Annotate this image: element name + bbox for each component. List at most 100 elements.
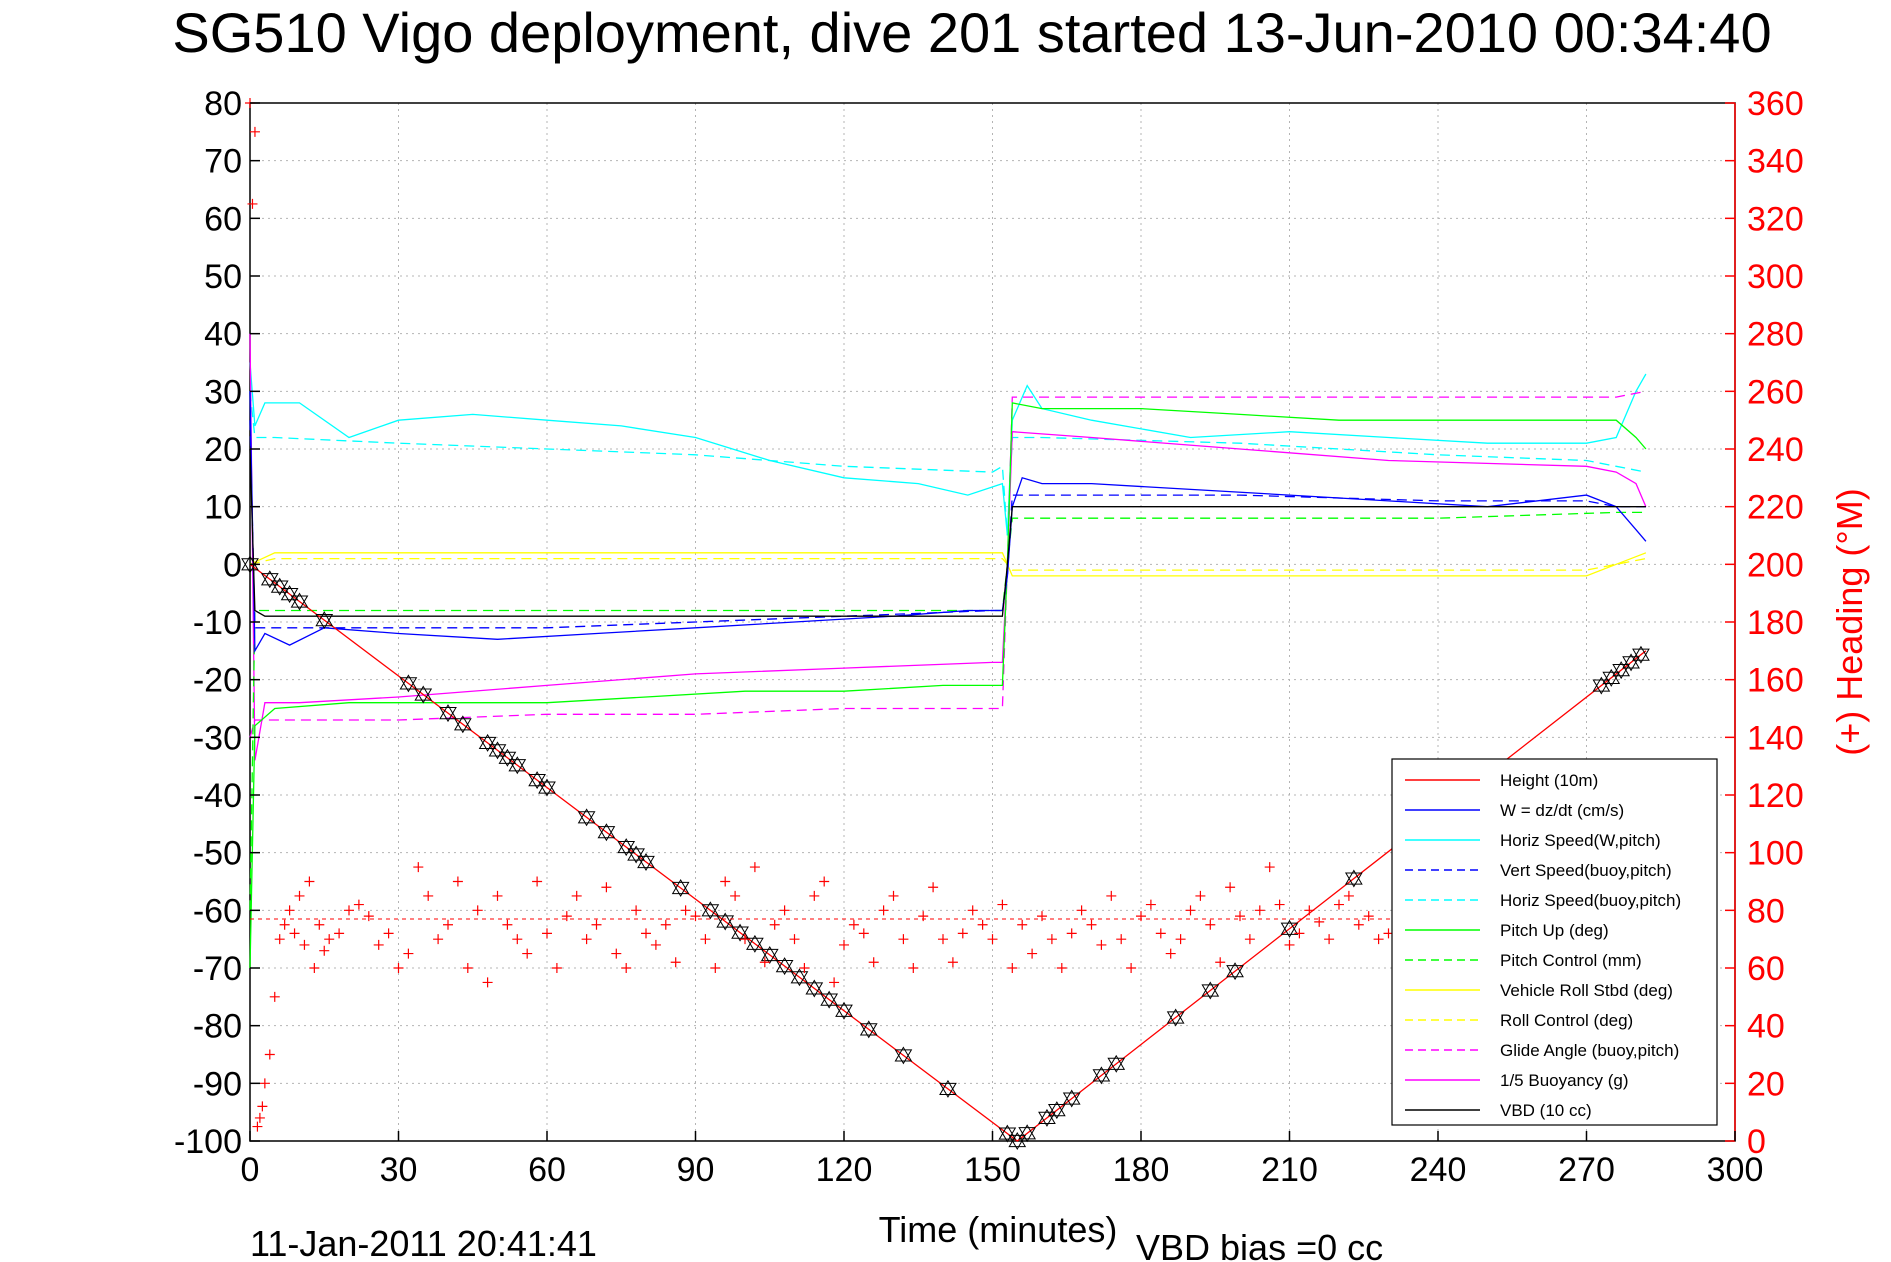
- triangle-marker-up: [1344, 869, 1363, 885]
- triangle-marker-down: [1092, 1069, 1111, 1085]
- triangle-marker-up: [1092, 1066, 1111, 1082]
- right-tick-label: 280: [1747, 316, 1804, 354]
- triangle-marker-up: [859, 1020, 878, 1036]
- triangle-marker-up: [508, 756, 527, 772]
- bottom-tick-label: 60: [528, 1151, 566, 1189]
- legend-label: Horiz Speed(buoy,pitch): [1500, 891, 1681, 910]
- triangle-marker-up: [701, 901, 720, 917]
- triangle-marker-down: [290, 595, 309, 611]
- bottom-tick-label: 210: [1261, 1151, 1318, 1189]
- bottom-tick-label: 0: [241, 1151, 260, 1189]
- triangle-marker-up: [270, 577, 289, 593]
- heading-point: [1007, 963, 1018, 973]
- heading-point: [1314, 916, 1325, 927]
- series-line-8: [249, 557, 1647, 571]
- triangle-marker-down: [1008, 1134, 1027, 1150]
- heading-point: [947, 957, 958, 968]
- heading-point: [621, 963, 632, 973]
- triangle-marker-down: [414, 688, 433, 704]
- left-tick-label: 50: [204, 258, 242, 296]
- legend-label: W = dz/dt (cm/s): [1500, 801, 1624, 820]
- triangle-marker-down: [894, 1049, 913, 1065]
- heading-point: [1076, 905, 1087, 916]
- triangle-marker-up: [637, 852, 655, 869]
- heading-point: [987, 934, 998, 945]
- triangle-marker-down: [1280, 922, 1299, 938]
- triangle-marker-down: [538, 781, 556, 797]
- heading-point: [1284, 939, 1295, 950]
- heading-point: [829, 977, 840, 988]
- triangle-marker-up: [1062, 1089, 1081, 1105]
- triangle-marker-down: [453, 718, 472, 734]
- triangle-marker-down: [820, 993, 839, 1009]
- right-tick-label: 20: [1747, 1065, 1785, 1103]
- triangle-marker-down: [1018, 1127, 1037, 1143]
- heading-point: [1126, 963, 1137, 973]
- heading-point: [680, 905, 691, 916]
- triangle-marker-up: [716, 912, 735, 928]
- heading-point: [650, 939, 661, 950]
- triangle-marker-down: [746, 937, 764, 953]
- triangle-marker-up: [290, 592, 309, 608]
- triangle-marker-down: [998, 1127, 1017, 1143]
- heading-point: [1264, 862, 1275, 873]
- heading-point: [249, 126, 260, 137]
- triangle-marker-up: [775, 957, 794, 973]
- heading-point: [393, 963, 404, 973]
- triangle-marker-down: [671, 881, 690, 897]
- chart-title: SG510 Vigo deployment, dive 201 started …: [172, 1, 1771, 64]
- heading-point: [1116, 934, 1127, 945]
- triangle-marker-up: [399, 674, 418, 690]
- triangle-marker-up: [597, 823, 616, 839]
- heading-point: [1274, 899, 1285, 910]
- heading-point: [601, 882, 612, 893]
- triangle-marker-down: [1602, 671, 1621, 687]
- left-tick-label: -70: [193, 950, 242, 988]
- heading-point: [848, 919, 859, 930]
- triangle-marker-up: [260, 570, 279, 586]
- heading-point: [1056, 963, 1067, 973]
- legend-items: Height (10m) W = dz/dt (cm/s) Horiz Speed(…: [1405, 771, 1681, 1120]
- right-tick-label: 260: [1747, 373, 1804, 411]
- heading-point: [443, 919, 453, 930]
- heading-point: [908, 963, 919, 973]
- heading-point: [1027, 948, 1038, 959]
- triangle-marker-down: [859, 1023, 878, 1039]
- heading-point: [247, 198, 258, 209]
- heading-point: [819, 876, 830, 887]
- heading-point: [472, 905, 483, 916]
- heading-point: [1235, 911, 1245, 922]
- heading-point: [522, 948, 533, 959]
- heading-point: [1017, 919, 1028, 930]
- triangle-marker-down: [1062, 1092, 1081, 1108]
- left-tick-label: 0: [223, 546, 242, 584]
- triangle-marker-up: [241, 555, 259, 571]
- heading-point: [254, 1112, 265, 1123]
- series-line-9: [249, 390, 1647, 738]
- triangle-marker-down: [498, 751, 517, 767]
- right-tick-label: 340: [1747, 143, 1804, 181]
- heading-point: [257, 1101, 268, 1112]
- triangle-marker-up: [805, 979, 824, 995]
- heading-point: [532, 876, 543, 887]
- bottom-tick-label: 120: [816, 1151, 873, 1189]
- heading-point: [512, 934, 523, 945]
- heading-point: [1254, 905, 1265, 916]
- right-tick-label: 200: [1747, 546, 1804, 584]
- heading-point: [799, 963, 810, 973]
- heading-point: [1215, 957, 1226, 968]
- triangle-marker-down: [315, 614, 334, 630]
- heading-point: [252, 1121, 263, 1132]
- triangle-marker-down: [1047, 1104, 1066, 1120]
- heading-point: [809, 890, 820, 901]
- heading-point: [1185, 905, 1196, 916]
- triangle-marker-up: [627, 845, 645, 861]
- heading-point: [581, 934, 592, 945]
- legend-label: Vert Speed(buoy,pitch): [1500, 861, 1672, 880]
- triangle-marker-down: [790, 971, 809, 987]
- series-line-2: [249, 362, 1647, 536]
- triangle-marker-up: [1612, 661, 1631, 677]
- heading-point: [839, 939, 849, 950]
- right-tick-label: 0: [1747, 1123, 1766, 1161]
